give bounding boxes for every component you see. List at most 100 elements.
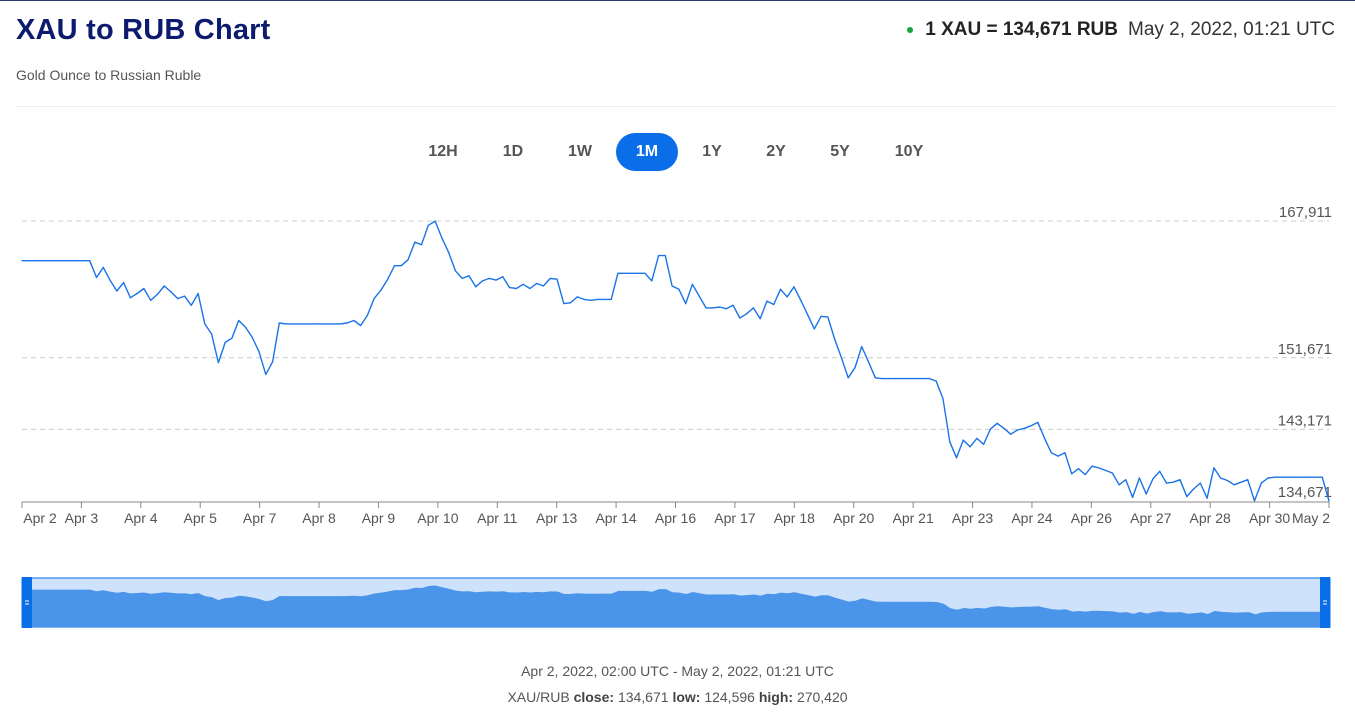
range-button-5y[interactable]: 5Y bbox=[830, 143, 850, 160]
data-point bbox=[420, 244, 423, 246]
data-point bbox=[840, 356, 843, 359]
x-tick-label: Apr 16 bbox=[655, 510, 696, 526]
range-button-10y[interactable]: 10Y bbox=[894, 143, 924, 160]
range-button-1y[interactable]: 1Y bbox=[702, 143, 722, 160]
data-point bbox=[475, 286, 477, 288]
data-point bbox=[705, 307, 707, 309]
data-point bbox=[793, 286, 795, 288]
data-point bbox=[400, 265, 402, 267]
data-point bbox=[150, 299, 152, 301]
data-point bbox=[204, 323, 206, 325]
data-point bbox=[569, 302, 572, 304]
x-tick-label: Apr 10 bbox=[417, 510, 458, 526]
data-point bbox=[725, 308, 727, 310]
data-point bbox=[779, 288, 782, 290]
x-tick-label: Apr 24 bbox=[1011, 510, 1052, 526]
data-point bbox=[495, 279, 497, 281]
data-point bbox=[617, 272, 619, 274]
data-point bbox=[989, 428, 991, 430]
data-point bbox=[644, 272, 646, 274]
data-point bbox=[102, 266, 104, 269]
data-point bbox=[962, 439, 964, 441]
data-point bbox=[454, 270, 457, 272]
data-point bbox=[651, 280, 653, 282]
data-point bbox=[576, 296, 578, 298]
data-point bbox=[1132, 496, 1134, 498]
live-dot-icon bbox=[907, 27, 914, 33]
data-point bbox=[549, 277, 551, 279]
data-point bbox=[271, 361, 274, 363]
data-point bbox=[1186, 495, 1188, 498]
data-point bbox=[800, 299, 802, 301]
data-point bbox=[752, 307, 754, 309]
x-tick-label: Apr 5 bbox=[183, 510, 217, 526]
navigator-area bbox=[22, 585, 1330, 627]
data-point bbox=[1287, 476, 1289, 478]
data-point bbox=[387, 278, 389, 280]
data-point bbox=[610, 298, 612, 301]
range-button-1w[interactable]: 1W bbox=[568, 143, 592, 160]
x-tick-label: Apr 27 bbox=[1130, 510, 1171, 526]
data-point bbox=[854, 367, 856, 369]
high-label: high: bbox=[758, 689, 794, 705]
data-point bbox=[691, 283, 694, 285]
x-tick-label: Apr 8 bbox=[302, 510, 336, 526]
x-tick-label: Apr 17 bbox=[714, 510, 755, 526]
rate-timestamp: May 2, 2022, 01:21 UTC bbox=[1128, 19, 1335, 40]
pair-label: XAU/RUB bbox=[507, 689, 570, 705]
data-point bbox=[1010, 433, 1012, 435]
navigator-left-handle[interactable] bbox=[22, 577, 32, 628]
data-point bbox=[448, 251, 450, 253]
data-point bbox=[1280, 476, 1283, 478]
data-point bbox=[1328, 500, 1330, 502]
data-point bbox=[68, 260, 71, 262]
data-point bbox=[346, 322, 348, 324]
data-point bbox=[630, 272, 633, 274]
data-point bbox=[739, 317, 741, 319]
data-point bbox=[183, 295, 186, 297]
data-point bbox=[190, 304, 192, 306]
data-point bbox=[326, 323, 328, 325]
data-point bbox=[1301, 476, 1303, 478]
data-point bbox=[1050, 452, 1052, 454]
data-point bbox=[481, 280, 484, 282]
data-point bbox=[1145, 493, 1147, 495]
range-button-2y[interactable]: 2Y bbox=[766, 143, 786, 160]
data-point bbox=[285, 323, 287, 325]
data-point bbox=[461, 277, 463, 279]
data-point bbox=[238, 319, 240, 322]
data-point bbox=[901, 378, 903, 380]
data-point bbox=[542, 285, 545, 287]
data-point bbox=[163, 285, 165, 287]
x-tick-label: Apr 4 bbox=[124, 510, 158, 526]
x-tick-label: Apr 7 bbox=[243, 510, 277, 526]
data-point bbox=[373, 297, 375, 300]
x-tick-label: Apr 21 bbox=[893, 510, 934, 526]
range-button-1d[interactable]: 1D bbox=[502, 143, 524, 160]
data-point bbox=[1091, 465, 1093, 467]
data-point bbox=[976, 437, 978, 440]
data-point bbox=[1253, 500, 1256, 502]
data-point bbox=[1199, 482, 1201, 484]
data-point bbox=[28, 260, 30, 262]
navigator-right-handle[interactable] bbox=[1320, 577, 1330, 628]
header-divider bbox=[16, 106, 1336, 107]
data-point bbox=[786, 296, 788, 298]
data-point bbox=[217, 362, 219, 364]
data-point bbox=[258, 351, 260, 353]
data-point bbox=[278, 322, 280, 324]
data-point bbox=[597, 298, 599, 301]
data-point bbox=[515, 287, 517, 290]
data-point bbox=[312, 323, 314, 325]
data-point bbox=[508, 287, 511, 289]
data-point bbox=[881, 378, 883, 380]
data-point bbox=[847, 377, 849, 379]
data-point bbox=[170, 291, 172, 293]
range-button-1m[interactable]: 1M bbox=[616, 133, 678, 171]
data-point bbox=[95, 276, 98, 279]
data-point bbox=[624, 272, 626, 274]
range-button-12h[interactable]: 12H bbox=[428, 143, 458, 160]
data-point bbox=[718, 306, 721, 308]
data-point bbox=[1233, 484, 1235, 486]
data-point bbox=[129, 297, 131, 299]
